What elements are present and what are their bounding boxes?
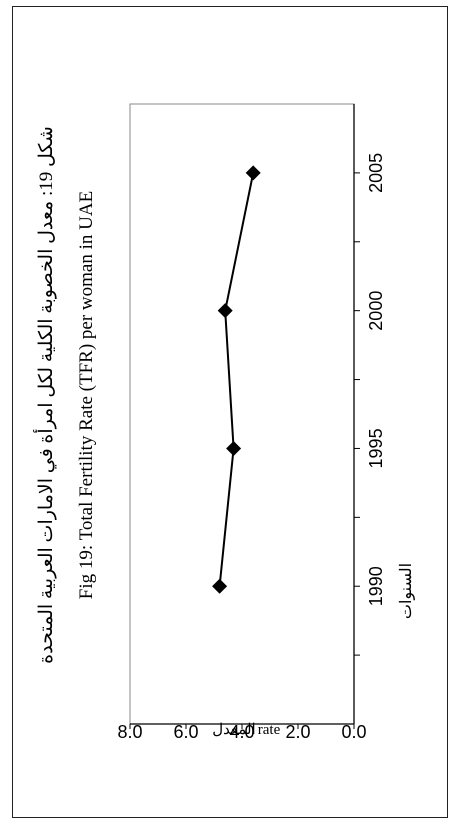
- x-tick-label: 2005: [366, 153, 386, 193]
- axes: [129, 104, 360, 729]
- x-tick-label: 2000: [366, 291, 386, 331]
- y-tick-label: 4.0: [229, 722, 254, 742]
- x-axis-label-arabic: السنوات: [398, 563, 415, 619]
- data-point: [226, 440, 242, 456]
- x-tick-label: 1995: [366, 428, 386, 468]
- y-tick-label: 0.0: [341, 722, 366, 742]
- y-tick-label: 6.0: [173, 722, 198, 742]
- y-tick-label: 8.0: [117, 722, 142, 742]
- chart-title: Fig 19: Total Fertility Rate (TFR) per w…: [76, 191, 97, 599]
- chart-title-arabic: شكل 19: معدل الخصوبة الكلية لكل امرأة في…: [32, 126, 57, 664]
- x-tick-label: 1990: [366, 566, 386, 606]
- y-tick-label: 2.0: [285, 722, 310, 742]
- y-axis-label: rate: [258, 722, 281, 738]
- y-axis-label-arabic: المعدل: [212, 722, 255, 738]
- tfr-series-line: [218, 172, 255, 587]
- data-point: [217, 303, 233, 319]
- data-point: [245, 165, 261, 181]
- rotated-chart-group: شكل 19: معدل الخصوبة الكلية لكل امرأة في…: [32, 103, 415, 742]
- plot-area: [129, 103, 355, 725]
- series-group: [212, 165, 261, 594]
- tick-labels: 1990 1995 2000 2005 0.0 2.0 4.0 6.0 8.0: [117, 153, 386, 742]
- data-point: [212, 578, 228, 594]
